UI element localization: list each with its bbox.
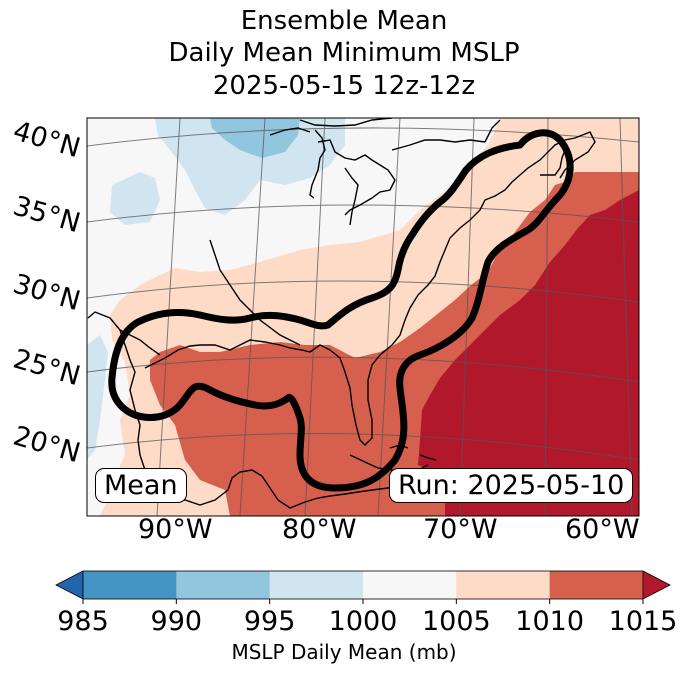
colorbar-segment-995-1000 bbox=[269, 571, 364, 599]
title-line-1: Ensemble Mean bbox=[240, 6, 448, 36]
colorbar-tick-label-985: 985 bbox=[57, 606, 109, 637]
field-995-1000-west bbox=[110, 172, 160, 225]
coastlines bbox=[87, 118, 596, 509]
mean-label-box: Mean bbox=[95, 468, 187, 503]
lon-label-80w: 80°W bbox=[282, 514, 357, 545]
mean-contour bbox=[108, 129, 574, 492]
field-990-995 bbox=[210, 118, 300, 158]
run-label-box: Run: 2025-05-10 bbox=[389, 468, 634, 503]
field-1000-1005 bbox=[87, 118, 500, 516]
colorbar-tick-label-990: 990 bbox=[150, 606, 203, 637]
title-line-2: Daily Mean Minimum MSLP bbox=[168, 38, 520, 68]
colorbar-under-arrow bbox=[55, 570, 84, 600]
colorbar bbox=[55, 570, 671, 604]
colorbar-tick-label-1015: 1015 bbox=[608, 606, 678, 637]
colorbar-segment-990-995 bbox=[176, 571, 271, 599]
colorbar-over-arrow bbox=[642, 570, 671, 600]
colorbar-tick-label-1010: 1010 bbox=[515, 606, 585, 637]
lon-label-60w: 60°W bbox=[565, 514, 640, 545]
colorbar-segment-1010-1015 bbox=[549, 571, 644, 599]
lon-label-70w: 70°W bbox=[423, 514, 498, 545]
colorbar-tick-label-1000: 1000 bbox=[328, 606, 398, 637]
colorbar-segment-1005-1010 bbox=[456, 571, 551, 599]
lon-label-90w: 90°W bbox=[138, 514, 213, 545]
colorbar-tick-label-1005: 1005 bbox=[421, 606, 491, 637]
colorbar-segment-1000-1005 bbox=[363, 571, 457, 599]
title-line-3: 2025-05-15 12z-12z bbox=[212, 71, 476, 101]
colorbar-segment-985-990 bbox=[83, 571, 177, 599]
colorbar-tick-label-995: 995 bbox=[243, 606, 296, 637]
field-over-1015 bbox=[418, 190, 639, 516]
map-border bbox=[86, 117, 640, 517]
field-995-1000-north bbox=[155, 118, 345, 215]
colorbar-label: MSLP Daily Mean (mb) bbox=[231, 640, 457, 664]
map-frame bbox=[87, 118, 639, 516]
field-995-1000-southwest bbox=[87, 335, 108, 460]
